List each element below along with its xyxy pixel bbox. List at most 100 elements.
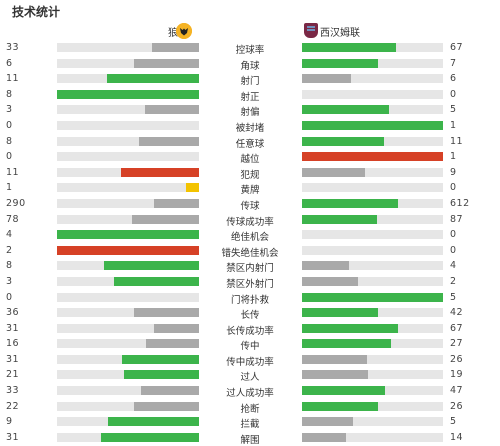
stat-row: 9 拦截 5 — [0, 415, 500, 431]
away-bar-fill — [302, 417, 353, 427]
home-bar-fill — [153, 323, 199, 333]
away-stat-value: 2 — [450, 275, 457, 287]
away-stat-value: 9 — [450, 166, 457, 178]
away-bar-track — [302, 339, 443, 349]
home-stat-value: 2 — [6, 244, 13, 256]
home-bar-track — [57, 386, 199, 396]
away-bar-fill — [302, 386, 386, 396]
stat-label: 控球率 — [235, 45, 265, 56]
away-bar-fill — [302, 152, 443, 162]
away-bar-fill — [302, 261, 349, 271]
away-bar-track — [302, 43, 443, 52]
home-stat-value: 1 — [6, 182, 13, 194]
away-bar-track — [302, 354, 443, 364]
stat-row: 33 过人成功率 47 — [0, 384, 500, 400]
away-bar-track — [302, 230, 443, 240]
away-bar-track — [302, 417, 443, 427]
stat-row: 8 禁区内射门 4 — [0, 259, 500, 275]
home-stat-value: 290 — [6, 197, 26, 209]
stat-label: 传中成功率 — [226, 356, 274, 368]
home-bar-track — [57, 152, 199, 162]
stat-row: 0 越位 1 — [0, 150, 500, 166]
stat-row: 21 过人 19 — [0, 368, 500, 384]
stat-label: 过人成功率 — [226, 388, 274, 400]
home-bar-fill — [133, 58, 199, 68]
home-stat-value: 78 — [6, 213, 20, 225]
home-bar-fill — [113, 276, 199, 286]
home-stat-value: 0 — [6, 119, 13, 131]
away-bar-track — [302, 308, 443, 318]
away-stat-value: 5 — [450, 104, 457, 116]
home-bar-track — [57, 401, 199, 411]
stat-label: 禁区外射门 — [226, 278, 274, 290]
away-bar-fill — [302, 370, 369, 380]
home-bar-track — [57, 323, 199, 333]
stat-label: 解围 — [240, 434, 260, 446]
away-bar-track — [302, 152, 443, 162]
away-bar-fill — [302, 292, 443, 302]
home-stat-value: 11 — [6, 73, 20, 85]
home-bar-fill — [145, 105, 199, 115]
stat-row: 31 解围 14 — [0, 431, 500, 446]
home-stat-value: 36 — [6, 307, 20, 319]
home-bar-track — [57, 230, 199, 240]
home-bar-track — [57, 308, 199, 318]
stat-label: 角球 — [240, 60, 260, 72]
away-bar-track — [302, 120, 443, 130]
away-bar-track — [302, 74, 443, 84]
home-bar-fill — [57, 230, 199, 240]
stat-label: 射门 — [240, 76, 260, 88]
away-bar-fill — [302, 432, 346, 442]
away-team-name[interactable]: 西汉姆联 — [320, 28, 360, 39]
away-stat-value: 11 — [450, 135, 464, 147]
away-stat-value: 1 — [450, 119, 457, 131]
home-bar-track — [57, 245, 199, 255]
away-bar-fill — [302, 58, 379, 68]
away-bar-track — [302, 276, 443, 286]
away-bar-track — [302, 432, 443, 442]
home-stat-value: 11 — [6, 166, 20, 178]
page-title: 技术统计 — [12, 5, 61, 19]
away-stat-value: 26 — [450, 353, 464, 365]
home-bar-track — [57, 370, 199, 380]
away-bar-track — [302, 370, 443, 380]
stat-row: 33 控球率 67 — [0, 41, 500, 57]
away-bar-track — [302, 401, 443, 411]
away-bar-track — [302, 198, 443, 208]
home-bar-track — [57, 432, 199, 442]
away-bar-fill — [302, 43, 397, 52]
stat-row: 290 传球 612 — [0, 197, 500, 213]
stat-row: 4 绝佳机会 0 — [0, 228, 500, 244]
stat-row: 8 任意球 11 — [0, 135, 500, 151]
home-bar-fill — [140, 386, 199, 396]
home-bar-fill — [133, 308, 199, 318]
away-stat-value: 5 — [450, 291, 457, 303]
stat-label: 拦截 — [240, 419, 260, 431]
away-stat-value: 0 — [450, 229, 457, 241]
away-stat-value: 14 — [450, 431, 464, 443]
away-bar-fill — [302, 120, 443, 130]
away-bar-fill — [302, 276, 359, 286]
home-bar-fill — [123, 370, 199, 380]
home-bar-track — [57, 339, 199, 349]
stat-row: 0 被封堵 1 — [0, 119, 500, 135]
stats-header: 技术统计 — [0, 0, 500, 22]
home-bar-track — [57, 89, 199, 99]
home-bar-fill — [186, 183, 199, 193]
home-stat-value: 31 — [6, 353, 20, 365]
away-stat-value: 87 — [450, 213, 464, 225]
stat-row: 31 传中成功率 26 — [0, 353, 500, 369]
away-stat-value: 19 — [450, 369, 464, 381]
wolves-crest-icon[interactable] — [176, 23, 192, 39]
away-bar-track — [302, 105, 443, 115]
stat-label: 被封堵 — [235, 122, 265, 134]
stat-label: 长传 — [240, 310, 260, 322]
west-ham-crest-icon[interactable] — [304, 23, 318, 38]
away-bar-fill — [302, 74, 352, 84]
away-bar-fill — [302, 308, 379, 318]
stat-row: 8 射正 0 — [0, 88, 500, 104]
away-bar-track — [302, 292, 443, 302]
stat-row: 0 门将扑救 5 — [0, 291, 500, 307]
stat-label: 禁区内射门 — [226, 263, 274, 275]
home-bar-track — [57, 276, 199, 286]
